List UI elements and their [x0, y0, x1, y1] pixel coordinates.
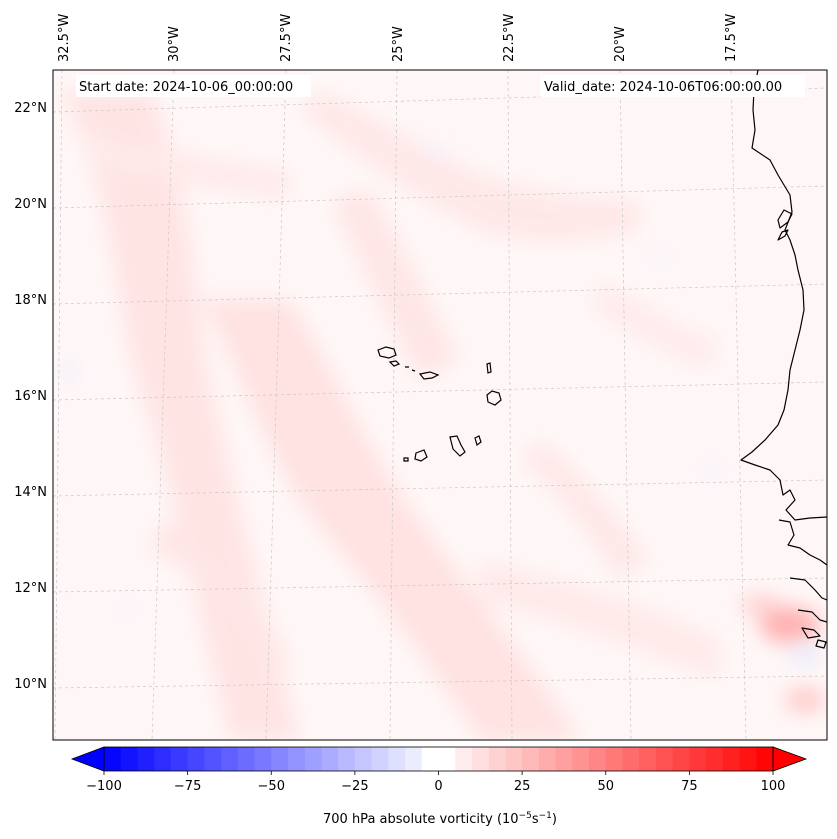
colorbar-cell [237, 747, 255, 771]
sao-vicente-island [388, 360, 401, 367]
colorbar-tick-label: 75 [681, 779, 698, 794]
colorbar-cell [304, 747, 322, 771]
colorbar-cell [589, 747, 607, 771]
colorbar-tick-label: 0 [434, 779, 442, 794]
colorbar-cell [655, 747, 674, 771]
colorbar-cell [488, 747, 506, 771]
colorbar-cell [605, 747, 623, 771]
colorbar-cell [572, 747, 590, 771]
boa-vista-island [486, 390, 502, 406]
colorbar-tick-label: 100 [761, 779, 786, 794]
colorbar-cell [371, 747, 389, 771]
colorbar-cell [104, 747, 122, 771]
colorbar: −100 −75 −50 −25 0 25 50 75 100 700 hPa absolute… [70, 746, 808, 827]
colorbar-cell [555, 747, 573, 771]
colorbar-tick-label: 25 [514, 779, 531, 794]
colorbar-cell [722, 747, 740, 771]
colorbar-cell [706, 747, 724, 771]
colorbar-cell [672, 747, 690, 771]
coastlines [740, 70, 827, 649]
colorbar-cell [287, 747, 306, 771]
lon-label-20w: 20°W [613, 26, 628, 62]
maio-island [474, 435, 482, 447]
lat-label-10n: 10°N [14, 677, 47, 692]
colorbar-cell [405, 747, 423, 771]
colorbar-extend-max [772, 746, 808, 772]
latitude-labels: 22°N 20°N 18°N 16°N 14°N 12°N 10°N [14, 101, 47, 692]
start-date-label: Start date: 2024-10-06_00:00:00 [79, 80, 293, 95]
lat-label-18n: 18°N [14, 293, 47, 308]
colorbar-cell [471, 747, 490, 771]
santiago-island [449, 435, 466, 457]
lat-label-12n: 12°N [14, 581, 47, 596]
colorbar-cells [104, 747, 774, 771]
colorbar-extend-min [70, 746, 105, 772]
sal-island [486, 362, 492, 374]
colorbar-cell [756, 747, 774, 771]
colorbar-cell [522, 747, 540, 771]
colorbar-cell [505, 747, 523, 771]
colorbar-cell [137, 747, 155, 771]
lat-label-16n: 16°N [14, 389, 47, 404]
colorbar-cell [154, 747, 172, 771]
lon-label-25w: 25°W [391, 26, 406, 62]
colorbar-tick-label: 50 [597, 779, 614, 794]
colorbar-ticks: −100 −75 −50 −25 0 25 50 75 100 [86, 771, 785, 794]
colorbar-label: 700 hPa absolute vorticity (10−5s−1) [323, 811, 557, 827]
colorbar-cell [689, 747, 707, 771]
colorbar-cell [204, 747, 222, 771]
colorbar-cell [338, 747, 356, 771]
colorbar-cell [354, 747, 373, 771]
lon-label-27-5w: 27.5°W [279, 14, 294, 62]
valid-date-box [540, 75, 805, 97]
colorbar-cell [639, 747, 657, 771]
fogo-island [414, 449, 428, 462]
africa-coastline [740, 70, 827, 521]
colorbar-cell [388, 747, 406, 771]
colorbar-cell [254, 747, 272, 771]
colorbar-cell [271, 747, 289, 771]
colorbar-tick-label: −25 [341, 779, 368, 794]
lat-label-22n: 22°N [14, 101, 47, 116]
colorbar-tick-label: −100 [86, 779, 122, 794]
colorbar-cell [187, 747, 205, 771]
colorbar-cell [321, 747, 339, 771]
colorbar-cell [438, 747, 456, 771]
colorbar-cell [538, 747, 556, 771]
lon-label-30w: 30°W [167, 26, 182, 62]
lon-label-22-5w: 22.5°W [502, 14, 517, 62]
colorbar-cell [739, 747, 757, 771]
colorbar-cell [622, 747, 640, 771]
vorticity-field [53, 70, 827, 740]
colorbar-cell [421, 747, 439, 771]
map-panel: Start date: 2024-10-06_00:00:00 Valid_da… [52, 69, 828, 741]
colorbar-tick-label: −75 [174, 779, 201, 794]
colorbar-tick-label: −50 [258, 779, 285, 794]
colorbar-cell [221, 747, 239, 771]
colorbar-cell [120, 747, 138, 771]
colorbar-cell [170, 747, 189, 771]
map-frame [52, 69, 828, 741]
longitude-labels: 32.5°W 30°W 27.5°W 25°W 22.5°W 20°W 17.5… [57, 14, 739, 62]
valid-date-label: Valid_date: 2024-10-06T06:00:00.00 [544, 80, 782, 95]
santo-antao-island [377, 346, 397, 359]
brava-island [403, 457, 409, 462]
lon-label-32-5w: 32.5°W [57, 14, 72, 62]
cape-verde-islands [377, 346, 502, 462]
lat-label-20n: 20°N [14, 197, 47, 212]
gridlines [53, 70, 827, 740]
lat-label-14n: 14°N [14, 485, 47, 500]
colorbar-cell [455, 747, 473, 771]
start-date-box [76, 75, 311, 97]
lon-label-17-5w: 17.5°W [724, 14, 739, 62]
sao-nicolau-island [418, 371, 440, 380]
